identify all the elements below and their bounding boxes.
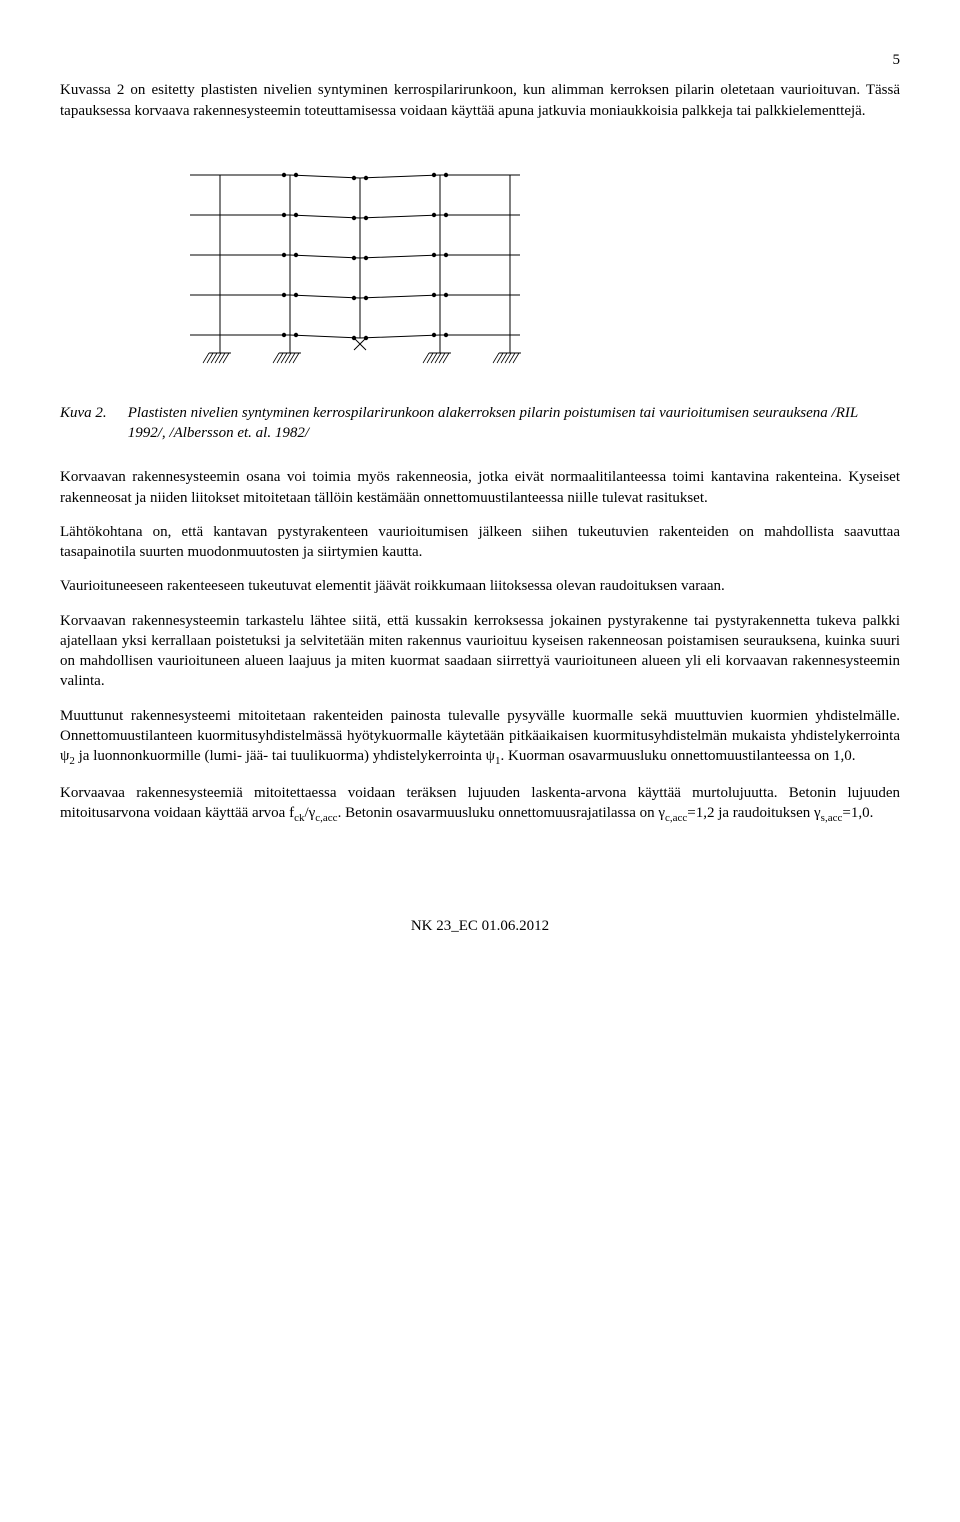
paragraph-7: Korvaavaa rakennesysteemiä mitoitettaess… [60,783,900,826]
paragraph-3: Lähtökohtana on, että kantavan pystyrake… [60,522,900,563]
p7-sub4: s,acc [821,812,843,824]
p7-e: =1,0. [842,805,873,821]
p7-b: /γ [304,805,315,821]
figure-2-caption: Kuva 2. Plastisten nivelien syntyminen k… [60,403,900,444]
paragraph-4: Vaurioituneeseen rakenteeseen tukeutuvat… [60,576,900,596]
page-number: 5 [60,50,900,70]
footer: NK 23_EC 01.06.2012 [60,916,900,936]
p7-c: . Betonin osavarmuusluku onnettomuusraja… [338,805,665,821]
paragraph-6: Muuttunut rakennesysteemi mitoitetaan ra… [60,706,900,769]
paragraph-intro: Kuvassa 2 on esitetty plastisten nivelie… [60,80,900,121]
caption-body: Plastisten nivelien syntyminen kerrospil… [128,403,898,444]
paragraph-2: Korvaavan rakennesysteemin osana voi toi… [60,467,900,508]
caption-lead: Kuva 2. [60,403,124,423]
figure-2-diagram [180,145,540,385]
p6-b: ja luonnonkuormille (lumi- jää- tai tuul… [75,748,495,764]
figure-2-container [60,145,900,385]
p7-sub3: c,acc [665,812,687,824]
paragraph-5: Korvaavan rakennesysteemin tarkastelu lä… [60,611,900,692]
p6-c: . Kuorman osavarmuusluku onnettomuustila… [501,748,856,764]
p7-sub1: ck [294,812,304,824]
p7-sub2: c,acc [315,812,337,824]
p7-d: =1,2 ja raudoituksen γ [687,805,820,821]
